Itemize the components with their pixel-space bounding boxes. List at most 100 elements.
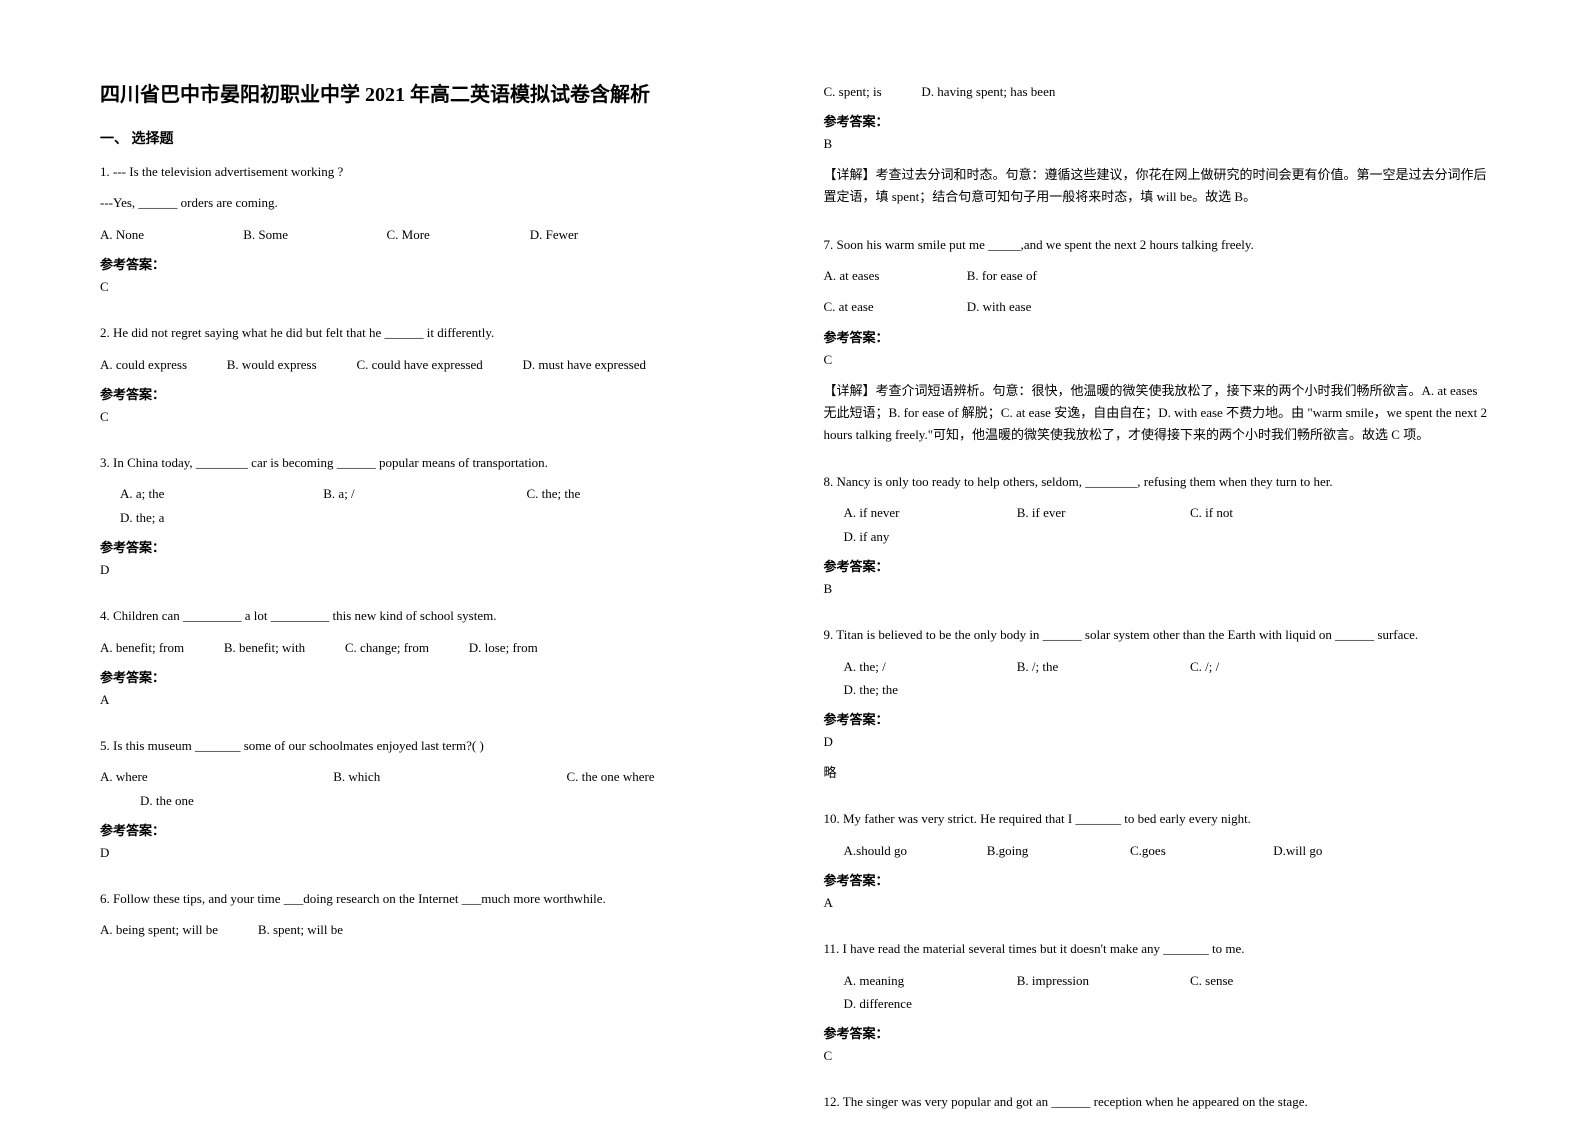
question-8: 8. Nancy is only too ready to help other… — [824, 470, 1488, 609]
q6-opt-c: C. spent; is — [824, 80, 882, 103]
q1-opt-c: C. More — [387, 223, 497, 246]
q8-text: 8. Nancy is only too ready to help other… — [824, 470, 1488, 493]
q4-answer: A — [100, 692, 764, 708]
q8-opt-b: B. if ever — [1017, 501, 1157, 524]
q4-options: A. benefit; from B. benefit; with C. cha… — [100, 636, 764, 659]
q7-options-cd: C. at ease D. with ease — [824, 295, 1488, 318]
q5-opt-d: D. the one — [100, 789, 194, 812]
question-4: 4. Children can _________ a lot ________… — [100, 604, 764, 720]
q7-text: 7. Soon his warm smile put me _____,and … — [824, 233, 1488, 256]
question-6-cont: C. spent; is D. having spent; has been 参… — [824, 80, 1488, 219]
q12-text: 12. The singer was very popular and got … — [824, 1090, 1488, 1113]
q9-text: 9. Titan is believed to be the only body… — [824, 623, 1488, 646]
question-9: 9. Titan is believed to be the only body… — [824, 623, 1488, 793]
q4-opt-b: B. benefit; with — [224, 636, 305, 659]
q8-opt-a: A. if never — [844, 501, 984, 524]
q7-answer-label: 参考答案： — [824, 327, 1488, 346]
right-column: C. spent; is D. having spent; has been 参… — [824, 80, 1488, 1042]
q3-options: A. a; the B. a; / C. the; the D. the; a — [100, 482, 764, 529]
q3-answer-label: 参考答案： — [100, 537, 764, 556]
q7-opt-a: A. at eases — [824, 264, 934, 287]
question-6: 6. Follow these tips, and your time ___d… — [100, 887, 764, 950]
q11-opt-a: A. meaning — [844, 969, 984, 992]
q5-answer: D — [100, 845, 764, 861]
q1-line2: ---Yes, ______ orders are coming. — [100, 191, 764, 214]
q2-answer-label: 参考答案： — [100, 384, 764, 403]
q10-opt-c: C.goes — [1130, 839, 1240, 862]
q8-answer: B — [824, 581, 1488, 597]
q7-opt-d: D. with ease — [967, 295, 1077, 318]
q6-answer: B — [824, 136, 1488, 152]
q8-options: A. if never B. if ever C. if not D. if a… — [824, 501, 1488, 548]
q7-answer: C — [824, 352, 1488, 368]
q5-options: A. where B. which C. the one where D. th… — [100, 765, 764, 812]
q7-opt-c: C. at ease — [824, 295, 934, 318]
q4-text: 4. Children can _________ a lot ________… — [100, 604, 764, 627]
q9-answer-label: 参考答案： — [824, 709, 1488, 728]
q6-options-ab: A. being spent; will be B. spent; will b… — [100, 918, 764, 941]
q2-text: 2. He did not regret saying what he did … — [100, 321, 764, 344]
q10-options: A.should go B.going C.goes D.will go — [824, 839, 1488, 862]
q3-opt-c: C. the; the — [527, 482, 637, 505]
q3-opt-b: B. a; / — [323, 482, 493, 505]
q4-opt-d: D. lose; from — [469, 636, 538, 659]
q9-opt-b: B. /; the — [1017, 655, 1157, 678]
q4-answer-label: 参考答案： — [100, 667, 764, 686]
q5-opt-a: A. where — [100, 765, 300, 788]
q11-options: A. meaning B. impression C. sense D. dif… — [824, 969, 1488, 1016]
q1-answer: C — [100, 279, 764, 295]
q7-explanation: 【详解】考查介词短语辨析。句意：很快，他温暖的微笑使我放松了，接下来的两个小时我… — [824, 380, 1488, 446]
question-3: 3. In China today, ________ car is becom… — [100, 451, 764, 590]
q11-opt-c: C. sense — [1190, 969, 1330, 992]
left-column: 四川省巴中市晏阳初职业中学 2021 年高二英语模拟试卷含解析 一、 选择题 1… — [100, 80, 764, 1042]
q4-opt-a: A. benefit; from — [100, 636, 184, 659]
q6-explanation: 【详解】考查过去分词和时态。句意：遵循这些建议，你花在网上做研究的时间会更有价值… — [824, 164, 1488, 208]
q5-opt-c: C. the one where — [567, 765, 655, 788]
q2-opt-a: A. could express — [100, 353, 187, 376]
q11-opt-b: B. impression — [1017, 969, 1157, 992]
q9-opt-c: C. /; / — [1190, 655, 1330, 678]
q7-options-ab: A. at eases B. for ease of — [824, 264, 1488, 287]
q2-options: A. could express B. would express C. cou… — [100, 353, 764, 376]
q2-opt-c: C. could have expressed — [356, 353, 482, 376]
q10-answer: A — [824, 895, 1488, 911]
q3-text: 3. In China today, ________ car is becom… — [100, 451, 764, 474]
q6-text: 6. Follow these tips, and your time ___d… — [100, 887, 764, 910]
section-header: 一、 选择题 — [100, 128, 764, 148]
q6-opt-a: A. being spent; will be — [100, 918, 218, 941]
q11-text: 11. I have read the material several tim… — [824, 937, 1488, 960]
q1-opt-b: B. Some — [243, 223, 353, 246]
q6-answer-label: 参考答案： — [824, 111, 1488, 130]
question-1: 1. --- Is the television advertisement w… — [100, 160, 764, 307]
q9-options: A. the; / B. /; the C. /; / D. the; the — [824, 655, 1488, 702]
q10-opt-b: B.going — [987, 839, 1097, 862]
q2-opt-b: B. would express — [227, 353, 317, 376]
q11-answer: C — [824, 1048, 1488, 1064]
question-2: 2. He did not regret saying what he did … — [100, 321, 764, 437]
q7-opt-b: B. for ease of — [967, 264, 1077, 287]
q2-answer: C — [100, 409, 764, 425]
q9-opt-a: A. the; / — [844, 655, 984, 678]
q1-answer-label: 参考答案： — [100, 254, 764, 273]
q1-options: A. None B. Some C. More D. Fewer — [100, 223, 764, 246]
q8-opt-c: C. if not — [1190, 501, 1330, 524]
question-5: 5. Is this museum _______ some of our sc… — [100, 734, 764, 873]
q9-opt-d: D. the; the — [844, 678, 984, 701]
q8-answer-label: 参考答案： — [824, 556, 1488, 575]
q10-answer-label: 参考答案： — [824, 870, 1488, 889]
q10-text: 10. My father was very strict. He requir… — [824, 807, 1488, 830]
q6-opt-d: D. having spent; has been — [921, 80, 1055, 103]
q6-options-cd: C. spent; is D. having spent; has been — [824, 80, 1488, 103]
q1-opt-d: D. Fewer — [530, 223, 640, 246]
q3-opt-a: A. a; the — [120, 482, 290, 505]
document-title: 四川省巴中市晏阳初职业中学 2021 年高二英语模拟试卷含解析 — [100, 80, 764, 110]
q9-answer: D — [824, 734, 1488, 750]
q3-answer: D — [100, 562, 764, 578]
q6-opt-b: B. spent; will be — [258, 918, 343, 941]
q11-answer-label: 参考答案： — [824, 1023, 1488, 1042]
q4-opt-c: C. change; from — [345, 636, 429, 659]
q2-opt-d: D. must have expressed — [523, 353, 646, 376]
q5-answer-label: 参考答案： — [100, 820, 764, 839]
question-12: 12. The singer was very popular and got … — [824, 1090, 1488, 1121]
question-11: 11. I have read the material several tim… — [824, 937, 1488, 1076]
